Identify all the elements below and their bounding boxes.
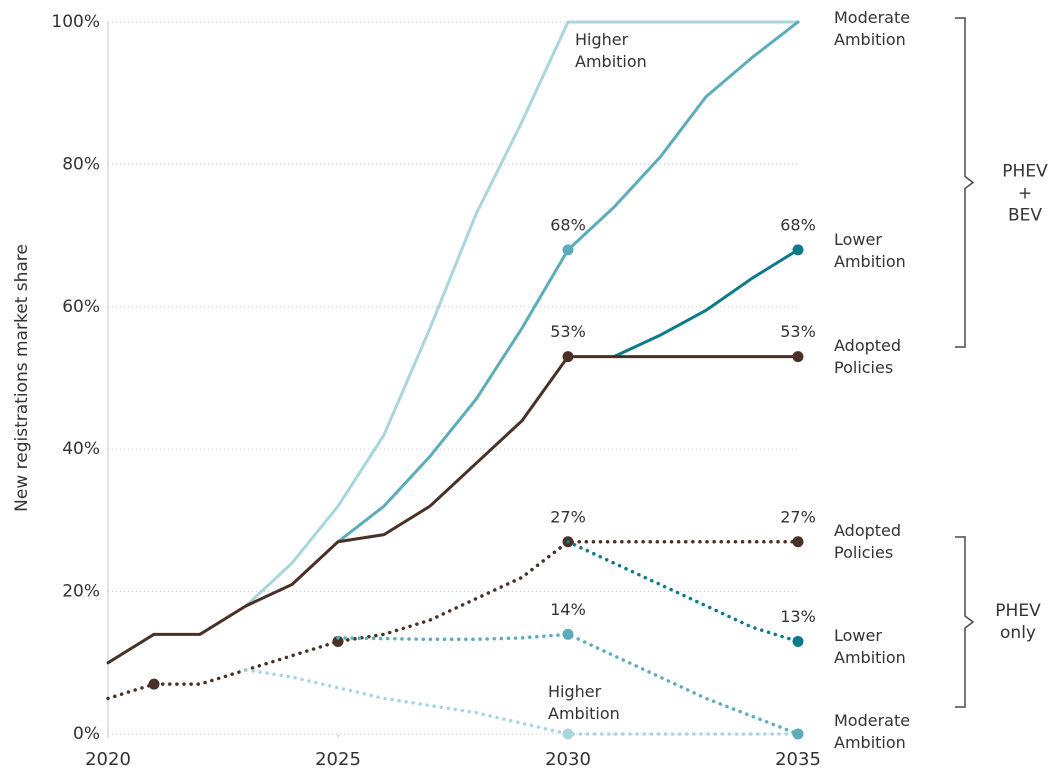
y-axis-label: New registrations market share — [12, 244, 32, 512]
group-brace — [955, 536, 975, 708]
y-tick-label: 100% — [51, 12, 100, 32]
point-marker — [792, 351, 804, 363]
point-marker — [562, 351, 574, 363]
y-tick-label: 20% — [62, 582, 100, 602]
point-marker — [792, 728, 804, 740]
series-line — [244, 668, 800, 736]
y-tick-label: 0% — [73, 724, 100, 744]
value-label: 27% — [780, 507, 816, 526]
point-marker — [562, 728, 574, 740]
x-tick-label: 2030 — [545, 749, 591, 770]
y-tick-label: 60% — [62, 297, 100, 317]
point-marker — [792, 536, 804, 548]
x-tick-label: 2025 — [315, 749, 361, 770]
group-brace — [955, 17, 975, 348]
series-line — [244, 20, 800, 608]
point-marker — [332, 635, 344, 647]
point-marker — [562, 628, 574, 640]
series-line — [106, 355, 800, 665]
value-label: 27% — [550, 507, 586, 526]
value-label: 68% — [780, 215, 816, 234]
value-label: 68% — [550, 215, 586, 234]
value-label: 53% — [780, 322, 816, 341]
series-label: Lower Ambition — [834, 626, 906, 667]
point-marker — [562, 244, 574, 256]
value-label: 53% — [550, 322, 586, 341]
series-line — [612, 248, 800, 359]
x-tick-label: 2035 — [775, 749, 821, 770]
series-label: Higher Ambition — [548, 682, 620, 723]
value-label: 14% — [550, 600, 586, 619]
point-marker — [792, 635, 804, 647]
point-marker — [148, 678, 160, 690]
series-label: Moderate Ambition — [834, 8, 910, 49]
series-label: Adopted Policies — [834, 336, 901, 377]
series-label: Adopted Policies — [834, 521, 901, 562]
value-label: 13% — [780, 607, 816, 626]
series-line — [106, 540, 800, 701]
series-label: Moderate Ambition — [834, 711, 910, 752]
group-label: PHEV only — [995, 601, 1041, 643]
point-marker — [792, 244, 804, 256]
series-line — [566, 540, 800, 644]
group-label: PHEV + BEV — [1002, 162, 1048, 226]
y-tick-label: 80% — [62, 154, 100, 174]
y-tick-label: 40% — [62, 439, 100, 459]
series-label: Higher Ambition — [575, 30, 647, 71]
series-line — [336, 632, 800, 736]
x-tick-label: 2020 — [85, 749, 131, 770]
series-label: Lower Ambition — [834, 230, 906, 271]
series-line — [336, 20, 800, 544]
